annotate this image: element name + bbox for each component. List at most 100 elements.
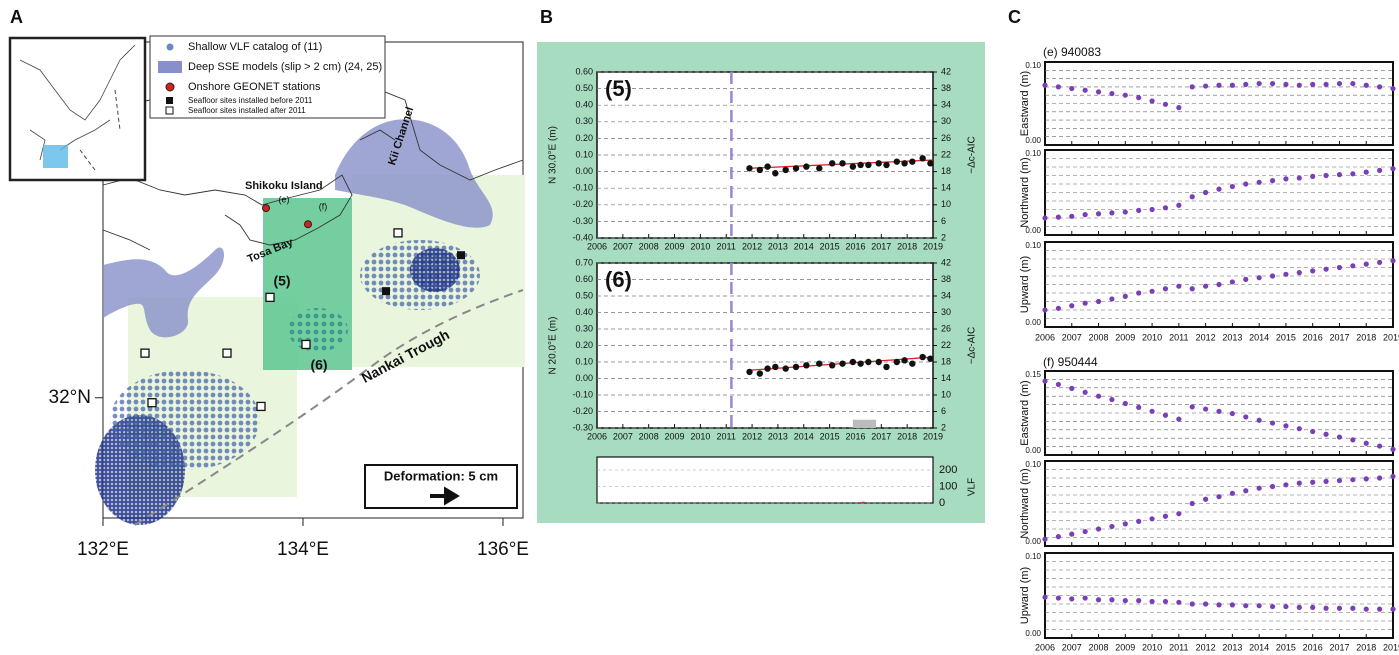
point bbox=[764, 163, 771, 170]
y-tick-label: 0.00 bbox=[575, 166, 593, 176]
y-axis-label: Eastward (m) bbox=[1019, 71, 1031, 136]
vlf-bar bbox=[861, 501, 865, 503]
gnss-point bbox=[1243, 181, 1249, 187]
legend-symbol bbox=[165, 106, 174, 115]
legend-label: Seafloor sites installed before 2011 bbox=[188, 96, 313, 105]
gnss-point bbox=[1256, 80, 1262, 87]
gnss-point bbox=[1109, 597, 1115, 603]
x-tick-label: 2012 bbox=[742, 241, 762, 251]
gnss-point bbox=[1377, 84, 1383, 90]
y-tick-label: 0.15 bbox=[1025, 370, 1041, 379]
inset-map bbox=[8, 36, 147, 182]
gnss-point bbox=[1310, 173, 1316, 179]
y-tick-label: -0.30 bbox=[572, 422, 593, 432]
y-tick-label: 0.50 bbox=[575, 290, 593, 300]
x-tick-label: 2009 bbox=[1115, 332, 1135, 342]
point bbox=[919, 155, 926, 162]
y-tick-label: 32°N bbox=[49, 387, 91, 408]
gnss-point bbox=[1310, 479, 1316, 485]
point bbox=[792, 165, 800, 172]
gnss-point bbox=[1283, 482, 1289, 488]
gnss-point bbox=[1042, 215, 1048, 221]
plot-area bbox=[596, 456, 934, 504]
y-tick-label: 0.60 bbox=[575, 66, 593, 76]
x-tick-label: 2019 bbox=[1383, 642, 1399, 652]
y-tick-label: 0.00 bbox=[1025, 226, 1041, 235]
gnss-point bbox=[1350, 80, 1356, 87]
y2-tick-label: 22 bbox=[941, 149, 951, 159]
point bbox=[803, 163, 810, 170]
gnss-point bbox=[1269, 273, 1276, 279]
x-tick-label: 2013 bbox=[768, 241, 788, 251]
y-tick-label: 0.30 bbox=[575, 116, 593, 126]
gnss-point bbox=[1203, 496, 1209, 502]
scale-label: Deformation: 5 cm bbox=[384, 468, 498, 483]
y-tick-label: 0.00 bbox=[1025, 629, 1041, 638]
gnss-point bbox=[1055, 84, 1061, 90]
x-tick-label: 2014 bbox=[1249, 332, 1269, 342]
gnss-point bbox=[1256, 275, 1262, 281]
y2-tick-label: 26 bbox=[941, 133, 951, 143]
y-tick-label: -0.20 bbox=[572, 199, 593, 209]
gnss-point bbox=[1336, 80, 1343, 87]
gnss-point bbox=[1256, 417, 1262, 423]
point bbox=[875, 358, 882, 366]
x-tick-label: 2010 bbox=[690, 431, 710, 441]
gnss-point bbox=[1350, 171, 1356, 177]
y2-tick-label: 42 bbox=[941, 257, 951, 267]
gnss-point bbox=[1323, 172, 1329, 179]
x-tick-label: 2018 bbox=[897, 241, 917, 251]
gnss-point bbox=[1283, 603, 1289, 610]
vlf-cluster bbox=[110, 370, 260, 470]
gnss-point bbox=[1055, 534, 1061, 540]
gnss-point bbox=[1203, 283, 1209, 289]
x-tick-label: 2009 bbox=[665, 241, 685, 251]
gnss-point bbox=[1055, 595, 1061, 601]
x-tick-label: 132°E bbox=[77, 539, 129, 560]
y2-tick-label: 10 bbox=[941, 389, 951, 399]
gnss-point bbox=[1176, 416, 1182, 422]
point bbox=[746, 368, 753, 376]
gnss-point bbox=[1203, 189, 1209, 196]
point bbox=[803, 362, 810, 369]
gnss-point bbox=[1323, 605, 1329, 611]
gnss-point bbox=[1377, 606, 1383, 612]
gnss-point bbox=[1162, 101, 1169, 107]
y2-tick-label: 38 bbox=[941, 274, 951, 284]
x-tick-label: 2018 bbox=[897, 431, 917, 441]
x-tick-label: 2016 bbox=[1303, 332, 1323, 342]
gnss-point bbox=[1390, 85, 1396, 92]
point bbox=[909, 158, 916, 165]
y2-tick-label: 6 bbox=[941, 216, 946, 226]
gnss-point bbox=[1055, 305, 1061, 311]
vlf-cluster bbox=[410, 248, 460, 292]
x-tick-label: 2007 bbox=[613, 241, 633, 251]
gnss-point bbox=[1243, 414, 1249, 420]
gnss-point bbox=[1149, 206, 1155, 213]
y-tick-label: 0.00 bbox=[575, 373, 593, 383]
x-tick-label: 2011 bbox=[717, 241, 736, 251]
y-tick-label: 0.00 bbox=[1025, 537, 1041, 546]
x-tick-label: 2007 bbox=[1062, 642, 1082, 652]
gnss-point bbox=[1203, 83, 1209, 89]
station-title: (e) 940083 bbox=[1043, 45, 1101, 59]
y-tick-label: 0.20 bbox=[575, 133, 593, 143]
x-tick-label: 2013 bbox=[768, 431, 788, 441]
y2-tick-label: 14 bbox=[941, 373, 951, 383]
point bbox=[816, 360, 823, 367]
panel-label: B bbox=[540, 7, 553, 27]
gnss-point bbox=[1162, 513, 1169, 519]
coastline bbox=[102, 59, 524, 251]
gnss-point bbox=[1149, 98, 1155, 104]
gnss-point bbox=[1323, 266, 1329, 272]
station-title: (f) 950444 bbox=[1043, 355, 1098, 369]
gnss-point bbox=[1095, 89, 1102, 95]
gnss-point bbox=[1176, 511, 1182, 517]
gnss-point bbox=[1136, 404, 1142, 410]
site-label: (f) bbox=[319, 201, 328, 211]
gnss-point bbox=[1269, 483, 1276, 490]
gnss-point bbox=[1363, 440, 1369, 446]
gnss-point bbox=[1283, 176, 1289, 182]
x-tick-label: 2011 bbox=[717, 431, 736, 441]
legend-label: Deep SSE models (slip > 2 cm) (24, 25) bbox=[188, 61, 382, 73]
